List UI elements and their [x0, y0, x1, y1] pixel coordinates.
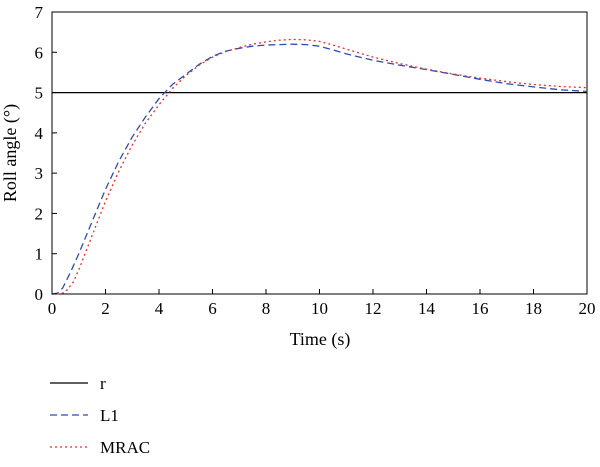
x-tick-label: 4 [155, 299, 164, 318]
y-tick-label: 2 [35, 204, 44, 223]
y-tick-label: 4 [35, 124, 44, 143]
x-tick-label: 12 [365, 299, 382, 318]
x-tick-label: 6 [208, 299, 217, 318]
y-tick-label: 0 [35, 285, 44, 304]
series-layer [51, 38, 588, 295]
x-axis-label: Time (s) [290, 329, 351, 350]
legend-item-l1: L1 [50, 406, 119, 425]
x-tick-label: 18 [525, 299, 542, 318]
plot-frame [51, 11, 588, 295]
y-tick-label: 3 [35, 164, 44, 183]
y-tick-label: 6 [35, 43, 44, 62]
legend-item-r: r [50, 374, 106, 393]
x-tick-label: 14 [418, 299, 436, 318]
x-tick-label: 20 [579, 299, 596, 318]
y-tick-label: 7 [35, 3, 44, 22]
x-tick-label: 16 [472, 299, 489, 318]
x-tick-label: 0 [48, 299, 57, 318]
y-tick-label: 1 [35, 245, 44, 264]
series-line-mrac [52, 38, 588, 295]
y-tick-label: 5 [35, 84, 44, 103]
x-tick-label: 8 [262, 299, 271, 318]
series-line-l1 [51, 43, 588, 295]
x-tick-label: 2 [101, 299, 110, 318]
legend-label: L1 [100, 406, 119, 425]
legend: r L1 MRAC [50, 374, 150, 457]
legend-label: MRAC [100, 438, 150, 457]
y-axis-label: Roll angle (°) [0, 104, 21, 202]
legend-item-mrac: MRAC [50, 438, 150, 457]
legend-label: r [100, 374, 106, 393]
x-tick-label: 10 [311, 299, 328, 318]
